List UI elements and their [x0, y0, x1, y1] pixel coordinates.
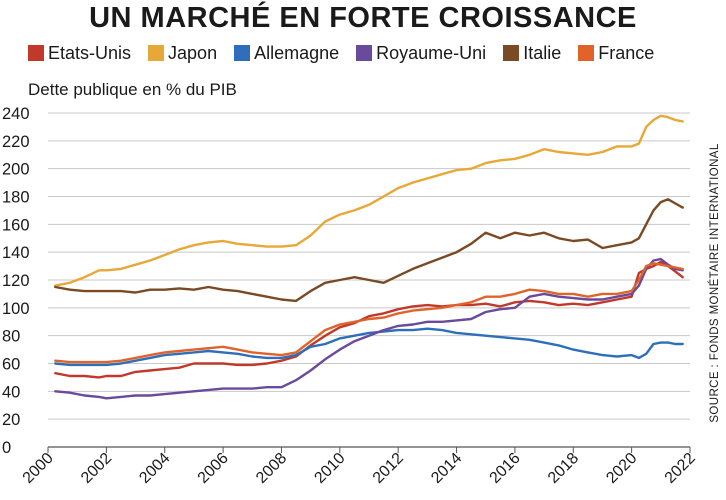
- x-tick-label: 2016: [487, 450, 524, 487]
- legend-item: Italie: [503, 43, 561, 64]
- gridlines: [48, 112, 690, 448]
- legend-label: Royaume-Uni: [376, 42, 487, 63]
- y-tick-label: 80: [2, 328, 20, 346]
- legend-item: Japon: [148, 43, 217, 64]
- x-tick-label: 2004: [136, 450, 173, 487]
- x-tick-label: 2006: [195, 450, 232, 487]
- y-tick-label: 140: [2, 244, 30, 262]
- legend-swatch: [578, 45, 595, 61]
- series-line-0: [54, 260, 684, 379]
- legend-swatch: [148, 45, 165, 61]
- legend-item: France: [578, 43, 654, 64]
- series-line-1: [54, 114, 684, 287]
- y-tick-label: 120: [2, 272, 30, 290]
- legend-swatch: [503, 45, 520, 61]
- legend-label: Allemagne: [254, 42, 340, 63]
- series-line-4: [54, 198, 684, 303]
- y-axis-ticks: 0 20 40 60 80 100 120 140 160 180 200 220 240: [2, 105, 30, 457]
- x-tick-label: 2018: [545, 450, 582, 487]
- x-tick-label: 2020: [603, 450, 640, 487]
- legend-item: Etats-Unis: [28, 43, 131, 64]
- y-tick-label: 0: [2, 439, 11, 457]
- series-line-5: [54, 262, 684, 364]
- y-tick-label: 240: [2, 105, 30, 123]
- legend-label: France: [598, 42, 655, 63]
- x-tick-label: 2014: [428, 450, 465, 487]
- y-tick-label: 40: [2, 383, 20, 401]
- x-tick-label: 2012: [370, 450, 407, 487]
- legend-swatch: [234, 45, 251, 61]
- legend-item: Allemagne: [234, 43, 339, 64]
- x-tick-label: 2010: [311, 450, 348, 487]
- series-lines: [54, 114, 684, 400]
- x-axis: 2000 2002 2004 2006 2008 2010 2012 2014 2016 2018…: [20, 446, 699, 487]
- legend-label: Etats-Unis: [48, 42, 132, 63]
- y-tick-label: 160: [2, 216, 30, 234]
- y-tick-label: 200: [2, 161, 30, 179]
- legend-swatch: [28, 45, 44, 61]
- y-axis-label: Dette publique en % du PIB: [28, 80, 237, 99]
- x-tick-label: 2008: [253, 450, 290, 487]
- series-line-2: [54, 327, 684, 367]
- legend-label: Italie: [523, 42, 562, 63]
- x-tick-label: 2022: [662, 450, 699, 487]
- x-tick-label: 2000: [20, 450, 57, 487]
- y-tick-label: 20: [2, 411, 20, 429]
- legend-label: Japon: [168, 42, 218, 63]
- y-tick-label: 180: [2, 189, 30, 207]
- chart-title: UN MARCHÉ EN FORTE CROISSANCE: [89, 2, 637, 34]
- legend-swatch: [356, 45, 373, 61]
- legend-item: Royaume-Uni: [356, 43, 486, 64]
- y-tick-label: 100: [2, 300, 30, 318]
- series-line-3: [54, 257, 684, 400]
- y-tick-label: 220: [2, 133, 30, 151]
- y-tick-label: 60: [2, 356, 20, 374]
- legend: Etats-Unis Japon Allemagne Royaume-Uni Itali…: [28, 42, 671, 64]
- x-tick-label: 2002: [78, 450, 115, 487]
